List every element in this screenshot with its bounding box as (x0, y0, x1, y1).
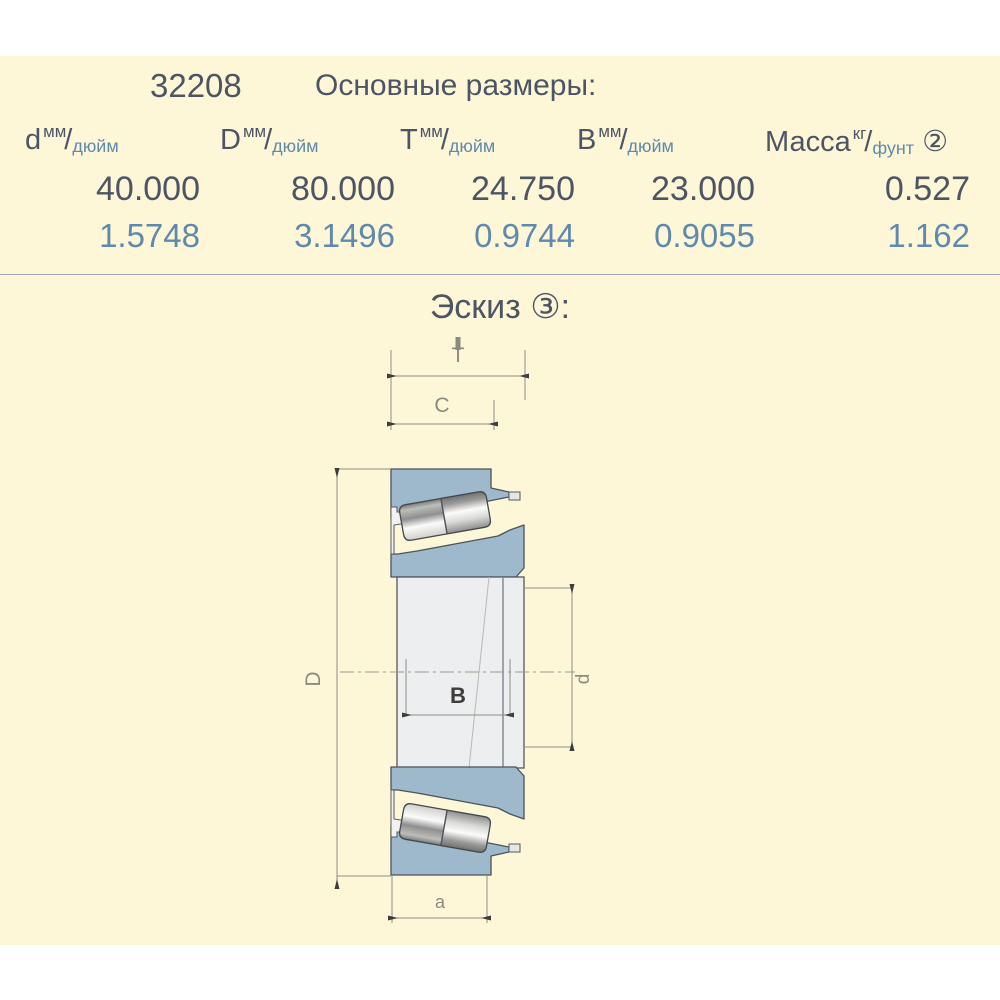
svg-text:B: B (450, 683, 466, 708)
svg-text:T: T (452, 344, 465, 367)
svg-text:a: a (435, 892, 446, 912)
svg-text:d: d (573, 674, 594, 685)
svg-text:C: C (434, 394, 449, 417)
svg-text:D: D (302, 671, 325, 686)
